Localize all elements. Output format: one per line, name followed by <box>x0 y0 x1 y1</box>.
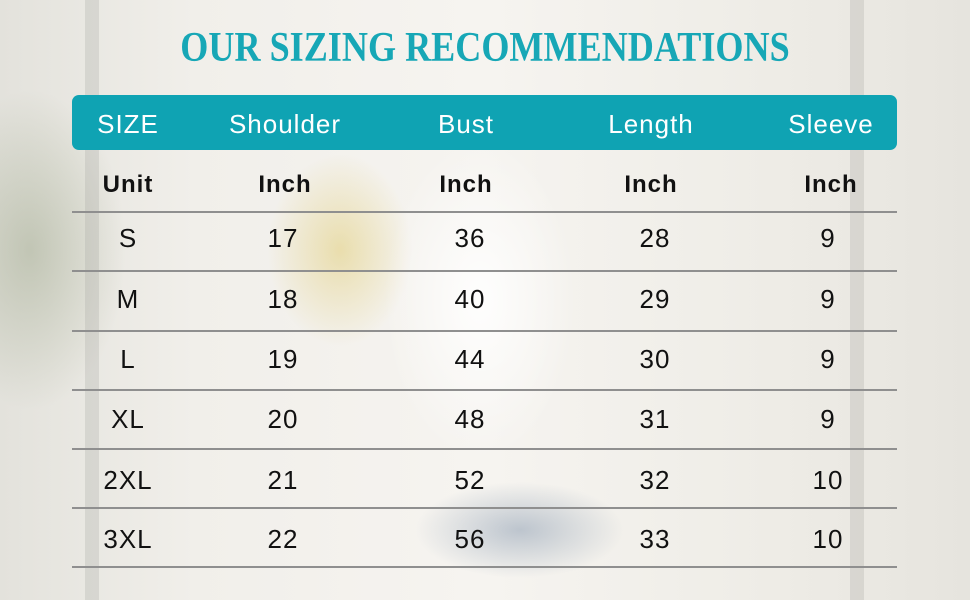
table-header-bar <box>72 95 897 150</box>
cell-bust: 40 <box>454 284 486 314</box>
cell-bust: 36 <box>454 223 486 253</box>
row-divider <box>72 507 897 509</box>
cell-shoulder: 20 <box>267 404 299 434</box>
cell-sleeve: 9 <box>820 284 836 314</box>
cell-shoulder: 18 <box>267 284 299 314</box>
cell-length: 32 <box>639 465 671 495</box>
page-title: OUR SIZING RECOMMENDATIONS <box>180 25 790 71</box>
unit-length: Inch <box>624 171 678 198</box>
cell-length: 31 <box>639 404 671 434</box>
cell-bust: 56 <box>454 524 486 554</box>
cell-bust: 44 <box>454 344 486 374</box>
cell-bust: 52 <box>454 465 486 495</box>
cell-size: L <box>120 344 136 374</box>
header-size: SIZE <box>97 109 159 139</box>
cell-shoulder: 19 <box>267 344 299 374</box>
row-divider <box>72 270 897 272</box>
cell-shoulder: 17 <box>267 223 299 253</box>
row-divider <box>72 330 897 332</box>
row-divider <box>72 389 897 391</box>
unit-shoulder: Inch <box>258 171 312 198</box>
cell-size: 2XL <box>103 465 153 495</box>
cell-sleeve: 10 <box>812 465 844 495</box>
header-bust: Bust <box>437 109 495 139</box>
cell-length: 33 <box>639 524 671 554</box>
unit-sleeve: Inch <box>804 171 858 198</box>
cell-shoulder: 21 <box>267 465 299 495</box>
cell-sleeve: 9 <box>820 404 836 434</box>
cell-length: 28 <box>639 223 671 253</box>
row-divider <box>72 566 897 568</box>
cell-sleeve: 9 <box>820 344 836 374</box>
header-shoulder: Shoulder <box>228 109 342 139</box>
cell-size: XL <box>111 404 145 434</box>
cell-shoulder: 22 <box>267 524 299 554</box>
row-divider <box>72 448 897 450</box>
cell-sleeve: 10 <box>812 524 844 554</box>
header-length: Length <box>608 109 694 139</box>
cell-size: S <box>118 223 138 253</box>
background-decoration <box>85 0 99 600</box>
cell-sleeve: 9 <box>820 223 836 253</box>
cell-bust: 48 <box>454 404 486 434</box>
cell-length: 30 <box>639 344 671 374</box>
cell-size: M <box>116 284 140 314</box>
cell-length: 29 <box>639 284 671 314</box>
unit-bust: Inch <box>439 171 493 198</box>
background-decoration <box>850 0 864 600</box>
cell-size: 3XL <box>103 524 153 554</box>
row-divider <box>72 211 897 213</box>
header-sleeve: Sleeve <box>788 109 874 139</box>
unit-size: Unit <box>102 171 154 198</box>
